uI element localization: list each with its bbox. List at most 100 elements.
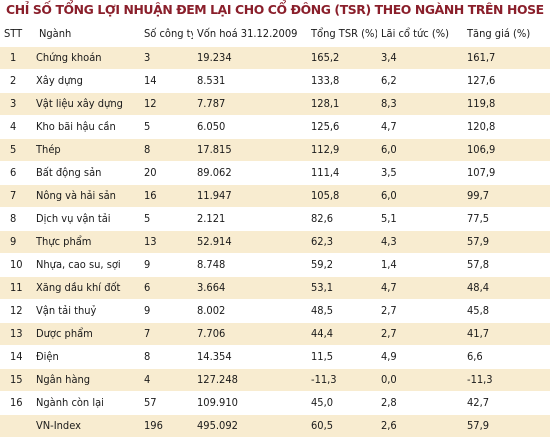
cell-so-cong-ty: 8 bbox=[140, 138, 193, 162]
cell-von-hoa: 89.062 bbox=[193, 161, 307, 185]
page-title: CHỈ SỐ TỔNG LỢI NHUẬN ĐEM LẠI CHO CỔ ĐÔN… bbox=[6, 2, 544, 17]
cell-von-hoa: 7.787 bbox=[193, 92, 307, 116]
cell-tong-tsr: 112,9 bbox=[307, 138, 377, 162]
table-row: 15 Ngân hàng 4 127.248 -11,3 0,0 -11,3 bbox=[0, 368, 550, 392]
table-row: 2 Xây dựng 14 8.531 133,8 6,2 127,6 bbox=[0, 69, 550, 93]
table-row: 12 Vận tải thuỷ 9 8.002 48,5 2,7 45,8 bbox=[0, 299, 550, 323]
table-row: 8 Dịch vụ vận tải 5 2.121 82,6 5,1 77,5 bbox=[0, 207, 550, 231]
cell-von-hoa: 7.706 bbox=[193, 322, 307, 346]
table-row: 11 Xăng dầu khí đốt 6 3.664 53,1 4,7 48,4 bbox=[0, 276, 550, 300]
cell-von-hoa: 2.121 bbox=[193, 207, 307, 231]
cell-von-hoa: 14.354 bbox=[193, 345, 307, 369]
cell-von-hoa: 52.914 bbox=[193, 230, 307, 254]
header-so-cong-ty: Số công ty bbox=[140, 22, 193, 47]
cell-tang-gia: 106,9 bbox=[463, 138, 550, 162]
cell-tong-tsr: 48,5 bbox=[307, 299, 377, 323]
cell-lai-co-tuc: 4,7 bbox=[377, 115, 463, 139]
cell-so-cong-ty: 13 bbox=[140, 230, 193, 254]
cell-tong-tsr: 60,5 bbox=[307, 414, 377, 438]
cell-tang-gia: 120,8 bbox=[463, 115, 550, 139]
cell-tang-gia: 41,7 bbox=[463, 322, 550, 346]
cell-lai-co-tuc: 2,6 bbox=[377, 414, 463, 438]
cell-stt: 1 bbox=[0, 46, 35, 70]
table-row: 10 Nhựa, cao su, sợi 9 8.748 59,2 1,4 57,8 bbox=[0, 253, 550, 277]
cell-von-hoa: 127.248 bbox=[193, 368, 307, 392]
table-row: 4 Kho bãi hậu cần 5 6.050 125,6 4,7 120,8 bbox=[0, 115, 550, 139]
cell-so-cong-ty: 196 bbox=[140, 414, 193, 438]
cell-so-cong-ty: 9 bbox=[140, 253, 193, 277]
cell-tang-gia: -11,3 bbox=[463, 368, 550, 392]
cell-so-cong-ty: 9 bbox=[140, 299, 193, 323]
cell-nganh: Dược phẩm bbox=[35, 322, 140, 346]
table-row: 1 Chứng khoán 3 19.234 165,2 3,4 161,7 bbox=[0, 46, 550, 70]
cell-stt: 9 bbox=[0, 230, 35, 254]
cell-tong-tsr: 165,2 bbox=[307, 46, 377, 70]
cell-tang-gia: 48,4 bbox=[463, 276, 550, 300]
cell-tang-gia: 119,8 bbox=[463, 92, 550, 116]
table-row: VN-Index 196 495.092 60,5 2,6 57,9 bbox=[0, 414, 550, 438]
cell-von-hoa: 8.748 bbox=[193, 253, 307, 277]
cell-von-hoa: 19.234 bbox=[193, 46, 307, 70]
header-tang-gia: Tăng giá (%) bbox=[463, 22, 550, 47]
cell-lai-co-tuc: 3,4 bbox=[377, 46, 463, 70]
cell-lai-co-tuc: 4,9 bbox=[377, 345, 463, 369]
cell-tong-tsr: 128,1 bbox=[307, 92, 377, 116]
cell-von-hoa: 8.002 bbox=[193, 299, 307, 323]
cell-tong-tsr: 62,3 bbox=[307, 230, 377, 254]
table-row: 7 Nông và hải sản 16 11.947 105,8 6,0 99,7 bbox=[0, 184, 550, 208]
cell-nganh: Ngân hàng bbox=[35, 368, 140, 392]
cell-tang-gia: 77,5 bbox=[463, 207, 550, 231]
cell-von-hoa: 109.910 bbox=[193, 391, 307, 415]
cell-so-cong-ty: 7 bbox=[140, 322, 193, 346]
cell-stt: 4 bbox=[0, 115, 35, 139]
cell-tang-gia: 42,7 bbox=[463, 391, 550, 415]
cell-lai-co-tuc: 6,2 bbox=[377, 69, 463, 93]
cell-stt: 5 bbox=[0, 138, 35, 162]
cell-nganh: Bất động sản bbox=[35, 161, 140, 185]
cell-von-hoa: 11.947 bbox=[193, 184, 307, 208]
cell-lai-co-tuc: 4,3 bbox=[377, 230, 463, 254]
table-row: 5 Thép 8 17.815 112,9 6,0 106,9 bbox=[0, 138, 550, 162]
table-row: 9 Thực phẩm 13 52.914 62,3 4,3 57,9 bbox=[0, 230, 550, 254]
cell-tong-tsr: -11,3 bbox=[307, 368, 377, 392]
cell-so-cong-ty: 3 bbox=[140, 46, 193, 70]
cell-tong-tsr: 125,6 bbox=[307, 115, 377, 139]
cell-stt: 11 bbox=[0, 276, 35, 300]
cell-tong-tsr: 44,4 bbox=[307, 322, 377, 346]
cell-nganh: Nhựa, cao su, sợi bbox=[35, 253, 140, 277]
cell-lai-co-tuc: 2,8 bbox=[377, 391, 463, 415]
table-row: 16 Ngành còn lại 57 109.910 45,0 2,8 42,7 bbox=[0, 391, 550, 415]
cell-so-cong-ty: 8 bbox=[140, 345, 193, 369]
cell-nganh: Xăng dầu khí đốt bbox=[35, 276, 140, 300]
cell-tong-tsr: 105,8 bbox=[307, 184, 377, 208]
cell-von-hoa: 495.092 bbox=[193, 414, 307, 438]
cell-lai-co-tuc: 1,4 bbox=[377, 253, 463, 277]
cell-stt: 2 bbox=[0, 69, 35, 93]
cell-tang-gia: 6,6 bbox=[463, 345, 550, 369]
cell-tang-gia: 99,7 bbox=[463, 184, 550, 208]
cell-tang-gia: 107,9 bbox=[463, 161, 550, 185]
cell-tang-gia: 161,7 bbox=[463, 46, 550, 70]
cell-nganh: Thép bbox=[35, 138, 140, 162]
header-lai-co-tuc: Lãi cổ tức (%) bbox=[377, 22, 463, 47]
cell-lai-co-tuc: 0,0 bbox=[377, 368, 463, 392]
cell-lai-co-tuc: 5,1 bbox=[377, 207, 463, 231]
cell-tong-tsr: 82,6 bbox=[307, 207, 377, 231]
header-stt: STT bbox=[0, 22, 35, 47]
cell-lai-co-tuc: 8,3 bbox=[377, 92, 463, 116]
cell-nganh: Ngành còn lại bbox=[35, 391, 140, 415]
cell-stt: 15 bbox=[0, 368, 35, 392]
cell-stt: 10 bbox=[0, 253, 35, 277]
cell-von-hoa: 3.664 bbox=[193, 276, 307, 300]
table-row: 3 Vật liệu xây dựng 12 7.787 128,1 8,3 119,8 bbox=[0, 92, 550, 116]
cell-stt: 14 bbox=[0, 345, 35, 369]
cell-nganh: Vật liệu xây dựng bbox=[35, 92, 140, 116]
cell-tang-gia: 57,9 bbox=[463, 414, 550, 438]
cell-tang-gia: 45,8 bbox=[463, 299, 550, 323]
cell-lai-co-tuc: 6,0 bbox=[377, 184, 463, 208]
cell-nganh: Kho bãi hậu cần bbox=[35, 115, 140, 139]
cell-lai-co-tuc: 2,7 bbox=[377, 299, 463, 323]
cell-stt: 12 bbox=[0, 299, 35, 323]
table-body: 1 Chứng khoán 3 19.234 165,2 3,4 161,7 2 Xây dựn… bbox=[0, 46, 550, 438]
